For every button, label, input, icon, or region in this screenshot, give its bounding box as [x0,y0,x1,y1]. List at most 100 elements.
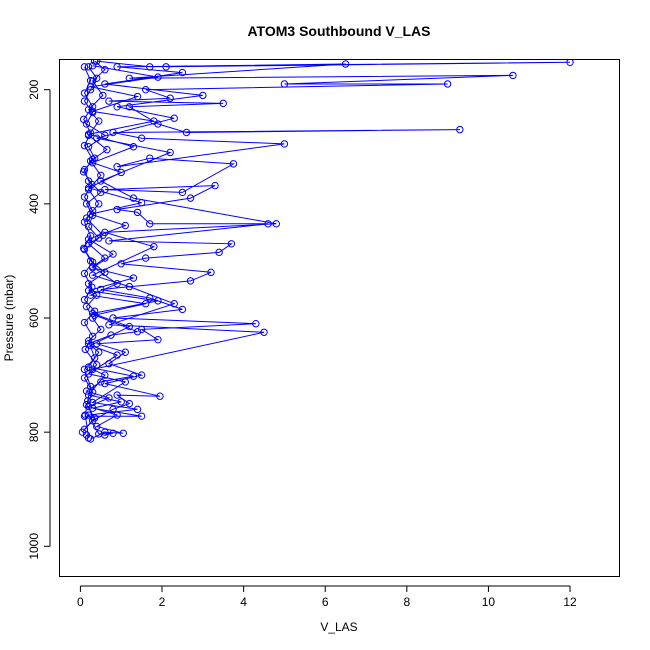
x-tick-label: 8 [403,595,410,609]
data-point [80,218,89,226]
data-point [137,412,146,420]
x-axis-label: V_LAS [320,620,357,634]
data-point [129,143,138,151]
data-point [105,321,113,329]
series-line-6 [87,65,158,436]
data-point [82,401,91,409]
data-point [170,300,178,308]
data-point [156,392,164,400]
data-point [82,302,91,311]
data-point [166,94,174,102]
data-point [166,148,174,157]
data-point [86,157,95,165]
data-point [137,134,146,142]
data-point [95,117,103,125]
data-point [84,286,93,295]
data-point [84,240,93,248]
data-point [95,430,103,438]
data-point [113,351,121,359]
data-point [105,237,113,245]
data-point [90,60,99,65]
data-point [84,397,92,405]
data-point [133,327,142,336]
data-point [99,91,107,100]
data-point [84,222,93,231]
data-point [117,398,125,406]
data-point [88,264,97,272]
data-layer [78,60,574,443]
data-point [113,391,121,399]
data-point [137,371,146,379]
x-tick-label: 6 [322,595,329,609]
data-point [182,128,191,137]
data-point [141,254,150,262]
data-point [186,194,195,202]
data-point [84,402,93,411]
data-point [154,297,162,305]
data-point [95,200,103,208]
data-point [178,305,187,314]
y-tick-label: 600 [27,308,41,328]
data-point [137,198,146,207]
data-point [80,365,89,374]
data-point [125,282,134,291]
data-point [280,140,289,148]
data-point [95,348,103,356]
data-point [113,205,121,214]
data-point [113,163,121,171]
data-point [80,318,89,327]
data-point [129,372,138,380]
data-point [150,242,158,251]
data-point [88,107,97,116]
data-point [154,335,162,344]
data-point [252,320,260,328]
data-point [80,412,89,420]
data-point [133,92,142,101]
plot-frame [59,59,620,577]
data-point [82,214,91,222]
data-point [186,277,195,285]
data-point [101,379,109,388]
x-tick-label: 2 [159,595,166,609]
y-tick-label: 400 [27,194,41,214]
data-point [80,296,89,304]
data-point [260,328,268,336]
data-point [133,208,142,217]
data-point [88,388,97,396]
data-point [125,103,134,111]
data-point [84,339,93,348]
data-point [84,370,93,378]
y-axis: 200 400 600 800 1000 [27,79,51,560]
data-point [125,399,134,408]
data-point [80,193,89,201]
data-point [97,325,105,334]
data-point [119,429,127,438]
data-point [280,80,289,88]
data-point [154,73,162,81]
data-point [103,145,111,154]
y-axis-label: Pressure (mbar) [2,275,16,362]
data-point [81,345,89,354]
data-point [86,435,95,443]
data-point [207,268,215,277]
data-point [84,411,93,419]
data-point [178,188,187,197]
data-point [88,62,97,70]
data-point [101,371,109,379]
data-point [133,405,142,414]
x-tick-label: 4 [240,595,247,609]
data-point [79,115,88,124]
data-point [150,117,158,125]
data-point [80,63,89,71]
data-point [178,68,187,77]
data-point [88,159,97,167]
data-point [84,130,93,138]
data-point [199,91,207,100]
y-tick-label: 200 [27,79,41,99]
data-point [97,378,105,386]
data-point [107,331,115,339]
data-point [341,60,350,68]
data-point [109,250,117,258]
